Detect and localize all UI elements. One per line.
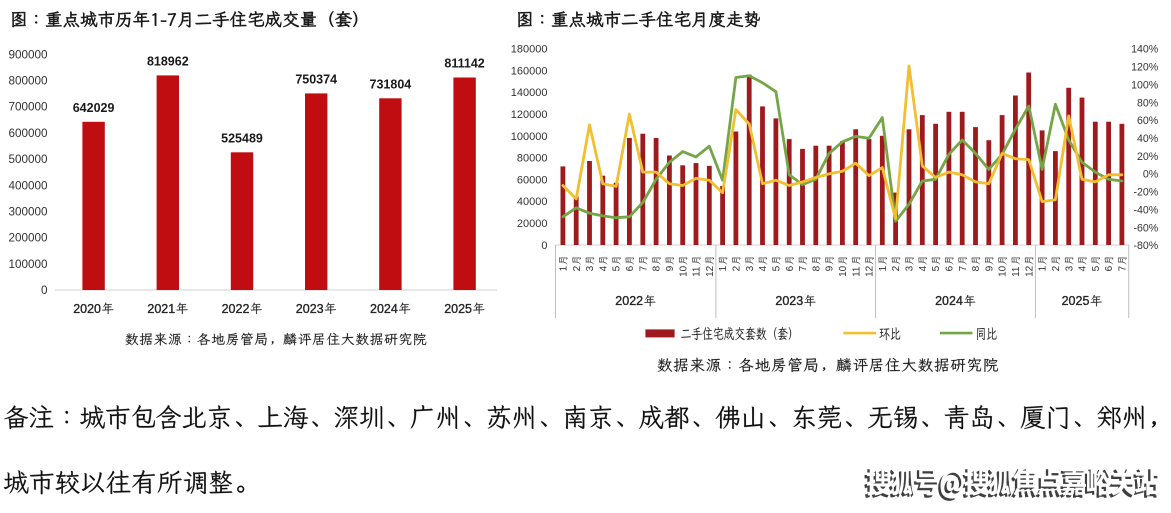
svg-text:-80%: -80% (1133, 240, 1158, 252)
svg-text:-60%: -60% (1133, 222, 1158, 234)
svg-text:2025: 2025 (1062, 294, 1090, 308)
svg-text:642029: 642029 (73, 101, 115, 115)
svg-text:800000: 800000 (8, 75, 48, 88)
svg-text:3: 3 (585, 265, 596, 271)
svg-text:100000: 100000 (8, 258, 48, 271)
svg-text:4: 4 (598, 265, 609, 271)
svg-text:-40%: -40% (1133, 204, 1158, 216)
svg-text:3: 3 (1064, 265, 1075, 271)
svg-text:2022: 2022 (615, 294, 643, 308)
svg-text:10: 10 (998, 265, 1009, 277)
svg-text:1: 1 (878, 265, 889, 271)
svg-text:9: 9 (665, 265, 676, 271)
svg-text:600000: 600000 (8, 127, 48, 140)
svg-text:5: 5 (772, 265, 783, 271)
svg-text:2020: 2020 (73, 302, 101, 316)
svg-text:11: 11 (1011, 266, 1022, 277)
svg-text:900000: 900000 (8, 48, 48, 61)
svg-text:-20%: -20% (1133, 187, 1158, 199)
svg-text:10: 10 (838, 265, 849, 277)
svg-text:7: 7 (1118, 265, 1129, 271)
svg-text:525489: 525489 (221, 131, 263, 145)
svg-text:6: 6 (625, 265, 636, 271)
svg-text:2: 2 (732, 265, 743, 271)
svg-text:140000: 140000 (511, 87, 548, 99)
svg-text:0: 0 (41, 284, 48, 297)
svg-text:500000: 500000 (8, 153, 48, 166)
svg-text:200000: 200000 (8, 232, 48, 245)
svg-text:11: 11 (692, 266, 703, 277)
svg-text:6: 6 (1104, 265, 1115, 271)
svg-text:40%: 40% (1137, 133, 1159, 145)
svg-text:2024: 2024 (935, 294, 963, 308)
svg-text:2021: 2021 (147, 302, 175, 316)
svg-text:2023: 2023 (296, 302, 324, 316)
svg-text:2: 2 (1051, 265, 1062, 271)
svg-text:2025: 2025 (444, 302, 472, 316)
svg-text:80000: 80000 (517, 153, 548, 165)
svg-text:100000: 100000 (511, 131, 548, 143)
svg-text:12: 12 (705, 265, 716, 277)
svg-text:20%: 20% (1137, 151, 1159, 163)
svg-text:40000: 40000 (517, 196, 548, 208)
svg-text:6: 6 (785, 265, 796, 271)
svg-text:120%: 120% (1131, 62, 1159, 74)
svg-text:80%: 80% (1137, 97, 1159, 109)
svg-text:9: 9 (984, 265, 995, 271)
svg-text:2: 2 (572, 265, 583, 271)
svg-text:8: 8 (652, 265, 663, 271)
svg-text:60000: 60000 (517, 174, 548, 186)
svg-text:2023: 2023 (775, 294, 803, 308)
svg-text:12: 12 (865, 265, 876, 277)
svg-text:1: 1 (1038, 265, 1049, 271)
svg-text:1: 1 (559, 265, 570, 271)
svg-text:700000: 700000 (8, 101, 48, 114)
svg-text:4: 4 (1078, 265, 1089, 271)
svg-text:12: 12 (1024, 265, 1035, 277)
svg-text:2024: 2024 (370, 302, 398, 316)
svg-text:0%: 0% (1143, 169, 1159, 181)
svg-text:7: 7 (638, 265, 649, 271)
svg-text:5: 5 (931, 265, 942, 271)
svg-text:2022: 2022 (222, 302, 250, 316)
svg-text:300000: 300000 (8, 206, 48, 219)
svg-text:160000: 160000 (511, 65, 548, 77)
svg-text:7: 7 (798, 265, 809, 271)
svg-text:8: 8 (971, 265, 982, 271)
svg-text:6: 6 (945, 265, 956, 271)
svg-text:400000: 400000 (8, 179, 48, 192)
svg-text:9: 9 (825, 265, 836, 271)
svg-text:140%: 140% (1131, 44, 1159, 56)
svg-text:5: 5 (612, 265, 623, 271)
svg-text:8: 8 (811, 265, 822, 271)
svg-text:4: 4 (758, 265, 769, 271)
svg-text:3: 3 (745, 265, 756, 271)
svg-text:1: 1 (718, 265, 729, 271)
svg-text:100%: 100% (1131, 79, 1159, 91)
svg-text:811142: 811142 (444, 57, 484, 71)
svg-text:4: 4 (918, 265, 929, 271)
svg-text:0: 0 (541, 240, 547, 252)
svg-text:3: 3 (905, 265, 916, 271)
svg-text:10: 10 (678, 265, 689, 277)
svg-text:120000: 120000 (511, 109, 548, 121)
svg-text:180000: 180000 (511, 43, 548, 55)
svg-text:11: 11 (851, 266, 862, 277)
svg-text:750374: 750374 (295, 72, 337, 86)
svg-text:731804: 731804 (370, 77, 412, 91)
svg-text:60%: 60% (1137, 115, 1159, 127)
svg-text:5: 5 (1091, 265, 1102, 271)
svg-text:818962: 818962 (147, 54, 189, 68)
svg-text:2: 2 (891, 265, 902, 271)
svg-text:20000: 20000 (517, 218, 548, 230)
svg-text:7: 7 (958, 265, 969, 271)
